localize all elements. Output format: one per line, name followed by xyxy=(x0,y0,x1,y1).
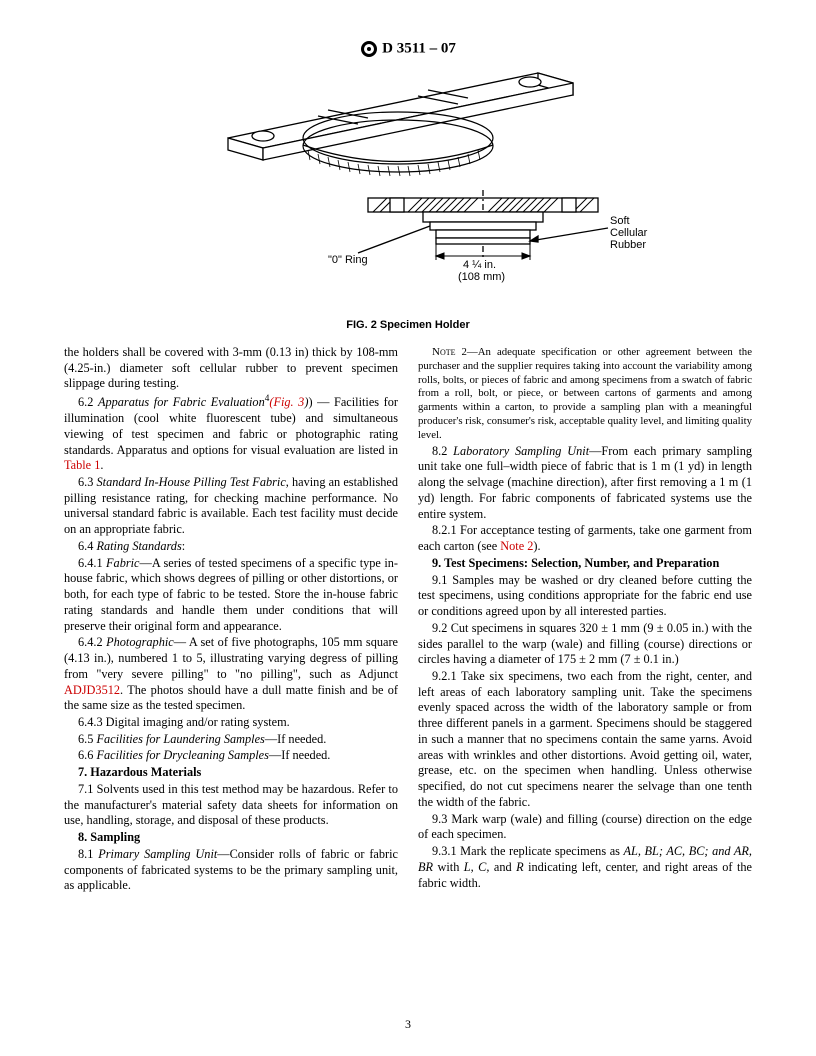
standard-number: D 3511 – 07 xyxy=(382,40,456,56)
para-8-2: 8.2 Laboratory Sampling Unit—From each p… xyxy=(418,444,752,523)
para-9-2-1: 9.2.1 Take six specimens, two each from … xyxy=(418,669,752,811)
rubber-label-2: Cellular xyxy=(610,227,648,239)
astm-logo-icon xyxy=(360,40,378,58)
para-6-4-3: 6.4.3 Digital imaging and/or rating syst… xyxy=(64,715,398,731)
dim-label-in: 4 ¼ in. xyxy=(463,259,496,271)
body-columns: the holders shall be covered with 3-mm (… xyxy=(64,345,752,894)
para-8-2-1: 8.2.1 For acceptance testing of garments… xyxy=(418,523,752,554)
section-7: 7. Hazardous Materials xyxy=(64,765,398,781)
para-6-6: 6.6 Facilities for Drycleaning Samples—I… xyxy=(64,748,398,764)
rubber-label-1: Soft xyxy=(610,215,630,227)
page-number: 3 xyxy=(0,1017,816,1032)
para-9-2: 9.2 Cut specimens in squares 320 ± 1 mm … xyxy=(418,621,752,668)
para-6-2: 6.2 Apparatus for Fabric Evaluation4(Fig… xyxy=(64,393,398,474)
para-9-3: 9.3 Mark warp (wale) and filling (course… xyxy=(418,812,752,843)
specimen-holder-diagram: "0" Ring 4 ¼ in. (108 mm) Soft Cellular … xyxy=(168,68,648,308)
dim-label-mm: (108 mm) xyxy=(458,271,505,283)
para-6-4-2: 6.4.2 Photographic— A set of five photog… xyxy=(64,635,398,714)
note2-link[interactable]: Note 2 xyxy=(500,539,533,553)
para-intro: the holders shall be covered with 3-mm (… xyxy=(64,345,398,392)
section-9: 9. Test Specimens: Selection, Number, an… xyxy=(418,556,752,572)
para-9-1: 9.1 Samples may be washed or dry cleaned… xyxy=(418,573,752,620)
adjd3512-link[interactable]: ADJD3512 xyxy=(64,683,120,697)
figure-2: "0" Ring 4 ¼ in. (108 mm) Soft Cellular … xyxy=(64,68,752,331)
figure-caption: FIG. 2 Specimen Holder xyxy=(64,319,752,331)
section-8: 8. Sampling xyxy=(64,830,398,846)
para-6-5: 6.5 Facilities for Laundering Samples—If… xyxy=(64,732,398,748)
para-8-1: 8.1 Primary Sampling Unit—Consider rolls… xyxy=(64,847,398,894)
para-9-3-1: 9.3.1 Mark the replicate specimens as AL… xyxy=(418,844,752,891)
oring-label: "0" Ring xyxy=(328,254,368,266)
para-7-1: 7.1 Solvents used in this test method ma… xyxy=(64,782,398,829)
note-2: Note 2—An adequate specification or othe… xyxy=(418,345,752,443)
para-6-3: 6.3 Standard In-House Pilling Test Fabri… xyxy=(64,475,398,538)
fig3-link[interactable]: (Fig. 3 xyxy=(269,395,304,409)
page-header: D 3511 – 07 xyxy=(64,40,752,58)
para-6-4-1: 6.4.1 Fabric—A series of tested specimen… xyxy=(64,556,398,635)
rubber-label-3: Rubber xyxy=(610,239,646,251)
table1-link[interactable]: Table 1 xyxy=(64,458,100,472)
para-6-4: 6.4 Rating Standards: xyxy=(64,539,398,555)
